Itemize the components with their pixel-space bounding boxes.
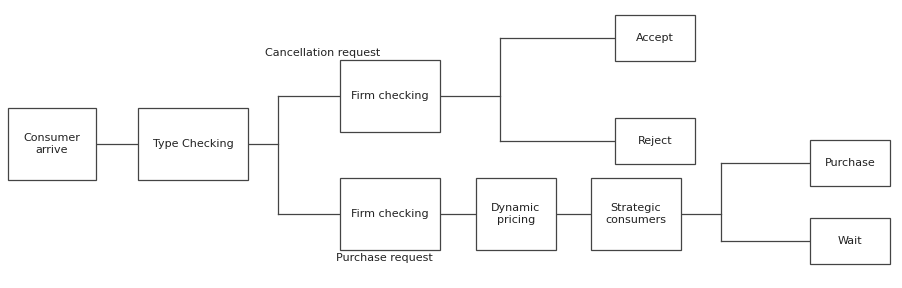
Text: Consumer
arrive: Consumer arrive (23, 133, 80, 155)
FancyBboxPatch shape (614, 118, 695, 164)
FancyBboxPatch shape (809, 218, 889, 264)
FancyBboxPatch shape (614, 15, 695, 61)
Text: Reject: Reject (637, 136, 672, 146)
Text: Accept: Accept (635, 33, 673, 43)
FancyBboxPatch shape (809, 140, 889, 186)
Text: Dynamic
pricing: Dynamic pricing (491, 203, 540, 225)
FancyBboxPatch shape (590, 178, 680, 250)
FancyBboxPatch shape (8, 108, 96, 180)
Text: Type Checking: Type Checking (152, 139, 233, 149)
Text: Firm checking: Firm checking (351, 91, 428, 101)
Text: Purchase request: Purchase request (336, 253, 432, 263)
Text: Strategic
consumers: Strategic consumers (605, 203, 666, 225)
Text: Firm checking: Firm checking (351, 209, 428, 219)
FancyBboxPatch shape (138, 108, 248, 180)
FancyBboxPatch shape (340, 178, 439, 250)
Text: Wait: Wait (837, 236, 861, 246)
Text: Purchase: Purchase (824, 158, 874, 168)
Text: Cancellation request: Cancellation request (264, 48, 380, 58)
FancyBboxPatch shape (340, 60, 439, 132)
FancyBboxPatch shape (475, 178, 556, 250)
